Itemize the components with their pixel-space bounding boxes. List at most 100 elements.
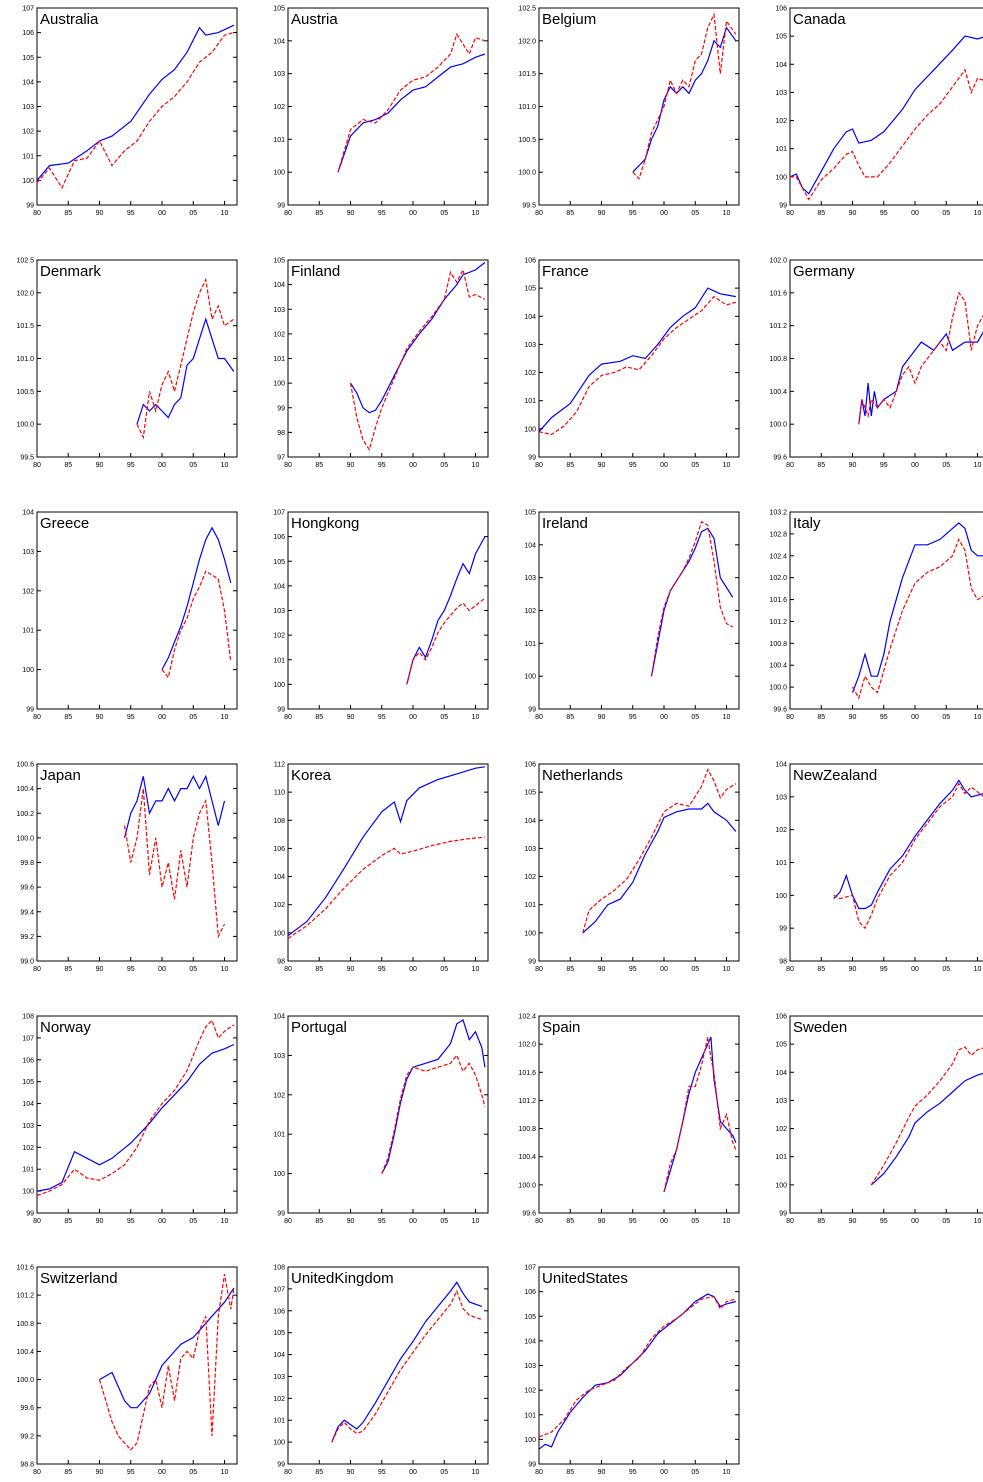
x-tick-label: 80 bbox=[786, 714, 794, 721]
x-tick-label: 10 bbox=[974, 714, 982, 721]
x-tick-label: 10 bbox=[723, 462, 731, 469]
series-solid-line bbox=[859, 326, 983, 425]
plot-frame bbox=[37, 8, 237, 205]
y-tick-label: 104 bbox=[273, 38, 285, 45]
y-tick-label: 101.5 bbox=[518, 71, 536, 78]
y-tick-label: 106 bbox=[22, 1057, 34, 1064]
y-tick-label: 100.8 bbox=[769, 356, 787, 363]
y-tick-label: 102 bbox=[524, 370, 536, 377]
x-tick-label: 10 bbox=[974, 966, 982, 973]
series-dashed-line bbox=[407, 598, 485, 684]
panel-spain: 99.6100.0100.4100.8101.2101.6102.0102.48… bbox=[518, 1014, 739, 1226]
x-tick-label: 90 bbox=[849, 462, 857, 469]
series-solid-line bbox=[288, 767, 485, 936]
y-tick-label: 101 bbox=[273, 137, 285, 144]
y-tick-label: 102 bbox=[775, 118, 787, 125]
series-dashed-line bbox=[288, 837, 485, 938]
y-tick-label: 99.0 bbox=[20, 959, 34, 966]
y-tick-label: 100.0 bbox=[16, 422, 34, 429]
y-tick-label: 101.2 bbox=[518, 1098, 536, 1105]
series-dashed-line bbox=[652, 522, 733, 676]
panel-title: Norway bbox=[40, 1019, 91, 1036]
plot-frame bbox=[790, 260, 983, 457]
y-tick-label: 101 bbox=[273, 1418, 285, 1425]
y-tick-label: 99 bbox=[528, 455, 536, 462]
x-tick-label: 90 bbox=[598, 462, 606, 469]
y-tick-label: 100.4 bbox=[16, 1349, 34, 1356]
x-tick-label: 05 bbox=[440, 1469, 448, 1476]
y-tick-label: 101.2 bbox=[16, 1293, 34, 1300]
y-tick-label: 100 bbox=[273, 930, 285, 937]
x-tick-label: 95 bbox=[127, 210, 135, 217]
x-tick-label: 80 bbox=[284, 1469, 292, 1476]
series-solid-line bbox=[125, 776, 225, 838]
x-tick-label: 00 bbox=[911, 966, 919, 973]
x-tick-label: 10 bbox=[221, 1469, 229, 1476]
panel-title: Greece bbox=[40, 515, 89, 532]
x-tick-label: 00 bbox=[660, 210, 668, 217]
y-tick-label: 102.5 bbox=[16, 258, 34, 265]
x-tick-label: 90 bbox=[849, 714, 857, 721]
plot-frame bbox=[288, 764, 488, 961]
y-tick-label: 104 bbox=[775, 762, 787, 769]
y-tick-label: 101 bbox=[273, 1132, 285, 1139]
y-tick-label: 103 bbox=[273, 71, 285, 78]
x-tick-label: 00 bbox=[911, 1218, 919, 1225]
y-tick-label: 99.2 bbox=[20, 1433, 34, 1440]
x-tick-label: 80 bbox=[284, 714, 292, 721]
y-tick-label: 107 bbox=[22, 6, 34, 13]
y-tick-label: 100.5 bbox=[518, 137, 536, 144]
y-tick-label: 101 bbox=[775, 1154, 787, 1161]
panel-title: Germany bbox=[793, 263, 855, 280]
x-tick-label: 00 bbox=[158, 210, 166, 217]
y-tick-label: 99.4 bbox=[20, 909, 34, 916]
panel-title: Switzerland bbox=[40, 1270, 118, 1287]
x-tick-label: 05 bbox=[440, 210, 448, 217]
series-dashed-line bbox=[125, 789, 225, 937]
y-tick-label: 100 bbox=[775, 1182, 787, 1189]
x-tick-label: 05 bbox=[942, 714, 950, 721]
x-tick-label: 95 bbox=[629, 462, 637, 469]
series-solid-line bbox=[583, 803, 736, 933]
series-solid-line bbox=[633, 28, 736, 173]
x-tick-label: 80 bbox=[786, 1218, 794, 1225]
x-tick-label: 85 bbox=[64, 966, 72, 973]
x-tick-label: 85 bbox=[817, 210, 825, 217]
y-tick-label: 101 bbox=[775, 146, 787, 153]
x-tick-label: 10 bbox=[221, 966, 229, 973]
panel-title: Ireland bbox=[542, 515, 588, 532]
x-tick-label: 80 bbox=[33, 1469, 41, 1476]
y-tick-label: 101 bbox=[524, 398, 536, 405]
x-tick-label: 00 bbox=[911, 714, 919, 721]
x-tick-label: 85 bbox=[315, 1469, 323, 1476]
panel-italy: 99.6100.0100.4100.8101.2101.6102.0102.41… bbox=[769, 510, 983, 722]
y-tick-label: 98.8 bbox=[20, 1462, 34, 1469]
x-tick-label: 00 bbox=[158, 966, 166, 973]
plot-frame bbox=[539, 764, 739, 961]
x-tick-label: 10 bbox=[723, 1218, 731, 1225]
x-tick-label: 10 bbox=[974, 210, 982, 217]
y-tick-label: 104 bbox=[22, 1101, 34, 1108]
x-tick-label: 10 bbox=[974, 462, 982, 469]
x-tick-label: 00 bbox=[911, 210, 919, 217]
y-tick-label: 106 bbox=[775, 1014, 787, 1021]
y-tick-label: 100 bbox=[775, 174, 787, 181]
y-tick-label: 98 bbox=[277, 430, 285, 437]
x-tick-label: 95 bbox=[127, 1469, 135, 1476]
plot-frame bbox=[37, 1016, 237, 1213]
x-tick-label: 80 bbox=[33, 210, 41, 217]
series-solid-line bbox=[37, 1045, 234, 1192]
y-tick-label: 100.4 bbox=[769, 389, 787, 396]
x-tick-label: 00 bbox=[158, 1218, 166, 1225]
x-tick-label: 90 bbox=[598, 714, 606, 721]
y-tick-label: 102.0 bbox=[518, 1042, 536, 1049]
y-tick-label: 101.6 bbox=[769, 290, 787, 297]
y-tick-label: 103 bbox=[775, 90, 787, 97]
panel-title: Finland bbox=[291, 263, 340, 280]
